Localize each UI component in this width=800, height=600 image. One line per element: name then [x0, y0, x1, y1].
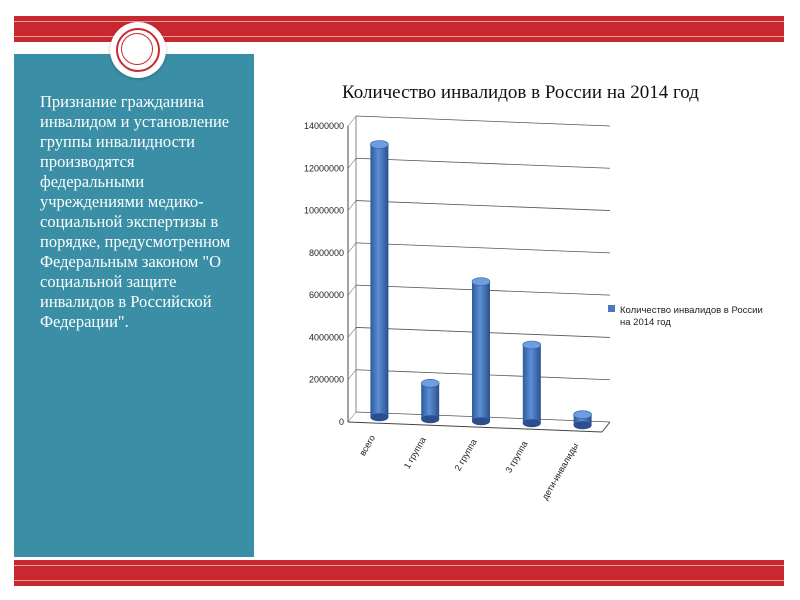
legend-label: Количество инвалидов в России на 2014 год — [620, 305, 763, 328]
gridline-depth — [347, 242, 357, 254]
x-category-label: 2 группа — [453, 437, 479, 472]
y-tick-label: 6000000 — [309, 290, 344, 300]
x-category-label: дети-инвалиды — [540, 441, 581, 501]
bar-cap — [471, 277, 491, 286]
bar-chart: Количество инвалидов в России на 2014 го… — [304, 82, 763, 501]
floor-edge — [601, 421, 611, 433]
gridline-depth — [347, 115, 357, 127]
gridline-depth — [347, 327, 357, 338]
bar-2 группа — [472, 281, 490, 422]
x-axis-line — [347, 421, 603, 433]
bar-base — [472, 417, 490, 426]
y-tick-label: 4000000 — [309, 332, 344, 342]
gridline — [355, 200, 611, 211]
band-line — [14, 21, 784, 22]
gridline — [355, 242, 611, 254]
left-text-panel — [14, 54, 254, 557]
bar-всего — [370, 144, 389, 418]
bar-base — [522, 419, 541, 428]
emblem-ring — [116, 28, 160, 72]
band-line — [14, 36, 784, 37]
y-tick-label: 14000000 — [304, 121, 344, 131]
chart-bars — [370, 140, 592, 430]
y-tick-label: 8000000 — [309, 248, 344, 258]
bar-cap — [573, 410, 592, 419]
bar-1 группа — [421, 383, 440, 420]
x-category-label: всего — [357, 433, 377, 457]
gridline — [355, 115, 611, 127]
gridline-depth — [347, 158, 357, 169]
left-panel-text: Признание гражданина инвалидом и установ… — [40, 92, 231, 331]
y-axis-ticks: 0 2000000 4000000 6000000 8000000 10000000 120… — [304, 121, 344, 427]
x-axis-categories: всего 1 группа 2 группа 3 группа дети-инвали… — [357, 433, 580, 501]
bar-cap — [522, 340, 542, 350]
legend-line: Количество инвалидов в России — [620, 305, 763, 316]
y-tick-label: 12000000 — [304, 163, 344, 173]
chart-axes — [347, 116, 611, 433]
bar-cap — [370, 140, 389, 149]
bar-base — [370, 413, 389, 422]
circle-emblem-icon — [110, 22, 166, 78]
x-category-label: 1 группа — [402, 435, 428, 470]
bottom-decorative-band — [14, 560, 784, 586]
bar-cap — [420, 378, 440, 388]
gridline-depth — [347, 200, 357, 211]
legend-line: на 2014 год — [620, 317, 671, 328]
bar-base — [421, 415, 440, 424]
gridline-depth — [347, 369, 357, 380]
x-category-label: 3 группа — [503, 439, 529, 474]
emblem-inner-ring — [121, 33, 153, 65]
y-tick-label: 2000000 — [309, 375, 344, 385]
gridline-depth — [347, 411, 357, 423]
band-line — [14, 580, 784, 581]
chart-legend: Количество инвалидов в России на 2014 год — [608, 305, 763, 328]
y-tick-label: 10000000 — [304, 206, 344, 216]
bar-дети-инвалиды — [573, 414, 592, 426]
bar-3 группа — [522, 345, 541, 424]
gridline — [355, 157, 611, 169]
legend-swatch — [608, 305, 615, 312]
chart-title: Количество инвалидов в России на 2014 го… — [342, 82, 699, 103]
band-line — [14, 565, 784, 566]
y-tick-label: 0 — [339, 417, 344, 427]
gridline-depth — [347, 284, 357, 296]
bar-base — [573, 421, 592, 430]
